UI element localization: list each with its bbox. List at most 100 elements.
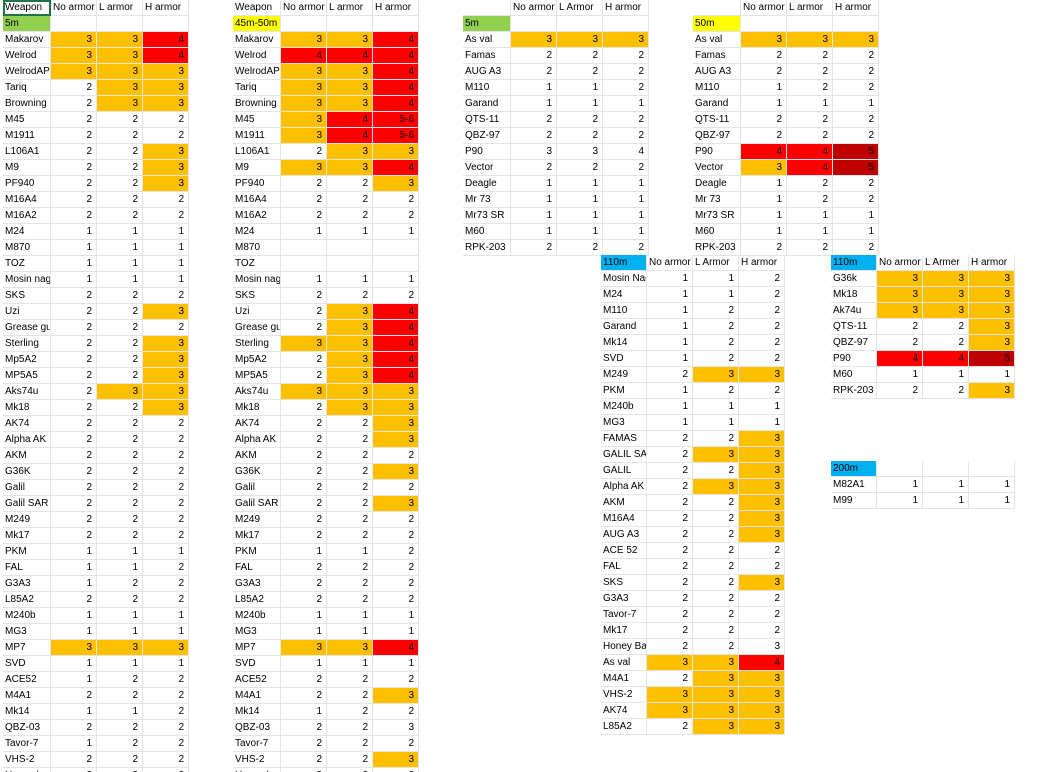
shots-to-kill-cell[interactable]: 3: [97, 32, 143, 48]
shots-to-kill-cell[interactable]: 2: [97, 480, 143, 496]
shots-to-kill-cell[interactable]: 1: [741, 80, 787, 96]
shots-to-kill-cell[interactable]: 1: [741, 208, 787, 224]
shots-to-kill-cell[interactable]: 1: [143, 224, 189, 240]
shots-to-kill-cell[interactable]: 2: [647, 431, 693, 447]
weapon-name-cell[interactable]: Vector: [693, 160, 741, 176]
shots-to-kill-cell[interactable]: 2: [647, 607, 693, 623]
shots-to-kill-cell[interactable]: 1: [833, 96, 879, 112]
shots-to-kill-cell[interactable]: 2: [143, 736, 189, 752]
shots-to-kill-cell[interactable]: 2: [693, 495, 739, 511]
header-cell[interactable]: H armor: [969, 255, 1015, 271]
shots-to-kill-cell[interactable]: 2: [511, 48, 557, 64]
shots-to-kill-cell[interactable]: 2: [51, 592, 97, 608]
shots-to-kill-cell[interactable]: 2: [143, 560, 189, 576]
shots-to-kill-cell[interactable]: 2: [373, 704, 419, 720]
shots-to-kill-cell[interactable]: 2: [97, 464, 143, 480]
weapon-name-cell[interactable]: PKM: [601, 383, 647, 399]
shots-to-kill-cell[interactable]: 4: [877, 351, 923, 367]
shots-to-kill-cell[interactable]: 1: [603, 208, 649, 224]
shots-to-kill-cell[interactable]: 2: [327, 704, 373, 720]
header-cell[interactable]: L Armer: [923, 255, 969, 271]
shots-to-kill-cell[interactable]: 3: [373, 752, 419, 768]
shots-to-kill-cell[interactable]: 2: [281, 448, 327, 464]
weapon-name-cell[interactable]: M82A1: [831, 477, 877, 493]
shots-to-kill-cell[interactable]: 2: [51, 416, 97, 432]
shots-to-kill-cell[interactable]: 2: [97, 160, 143, 176]
shots-to-kill-cell[interactable]: 2: [51, 512, 97, 528]
shots-to-kill-cell[interactable]: 1: [281, 608, 327, 624]
weapon-name-cell[interactable]: M60: [463, 224, 511, 240]
shots-to-kill-cell[interactable]: 3: [143, 160, 189, 176]
weapon-name-cell[interactable]: Mr73 SR: [463, 208, 511, 224]
shots-to-kill-cell[interactable]: 4: [373, 80, 419, 96]
weapon-name-cell[interactable]: SVD: [3, 656, 51, 672]
weapon-name-cell[interactable]: M16A2: [233, 208, 281, 224]
shots-to-kill-cell[interactable]: 4: [373, 48, 419, 64]
weapon-name-cell[interactable]: SKS: [3, 288, 51, 304]
header-cell[interactable]: No armor: [741, 0, 787, 16]
shots-to-kill-cell[interactable]: 1: [969, 477, 1015, 493]
header-cell[interactable]: [923, 461, 969, 477]
shots-to-kill-cell[interactable]: 3: [373, 464, 419, 480]
shots-to-kill-cell[interactable]: 5-6: [373, 112, 419, 128]
shots-to-kill-cell[interactable]: 4: [373, 640, 419, 656]
shots-to-kill-cell[interactable]: 2: [281, 192, 327, 208]
shots-to-kill-cell[interactable]: 2: [373, 512, 419, 528]
shots-to-kill-cell[interactable]: 2: [281, 528, 327, 544]
shots-to-kill-cell[interactable]: 3: [739, 447, 785, 463]
weapon-name-cell[interactable]: As val: [601, 655, 647, 671]
shots-to-kill-cell[interactable]: 3: [739, 719, 785, 735]
shots-to-kill-cell[interactable]: 2: [51, 448, 97, 464]
weapon-name-cell[interactable]: VHS-2: [3, 752, 51, 768]
shots-to-kill-cell[interactable]: 2: [511, 112, 557, 128]
empty-cell[interactable]: [603, 16, 649, 32]
shots-to-kill-cell[interactable]: 1: [693, 399, 739, 415]
shots-to-kill-cell[interactable]: 1: [647, 335, 693, 351]
shots-to-kill-cell[interactable]: 1: [969, 493, 1015, 509]
shots-to-kill-cell[interactable]: 2: [787, 64, 833, 80]
shots-to-kill-cell[interactable]: 3: [969, 335, 1015, 351]
shots-to-kill-cell[interactable]: 2: [693, 591, 739, 607]
shots-to-kill-cell[interactable]: 1: [741, 224, 787, 240]
shots-to-kill-cell[interactable]: 3: [877, 303, 923, 319]
weapon-name-cell[interactable]: Garand: [601, 319, 647, 335]
shots-to-kill-cell[interactable]: [327, 240, 373, 256]
weapon-name-cell[interactable]: MP7: [233, 640, 281, 656]
weapon-name-cell[interactable]: M24: [601, 287, 647, 303]
header-cell[interactable]: No armor: [877, 255, 923, 271]
shots-to-kill-cell[interactable]: 2: [327, 576, 373, 592]
shots-to-kill-cell[interactable]: 3: [143, 352, 189, 368]
weapon-name-cell[interactable]: Famas: [463, 48, 511, 64]
range-label[interactable]: 45m-50m: [233, 16, 281, 32]
shots-to-kill-cell[interactable]: 1: [97, 704, 143, 720]
shots-to-kill-cell[interactable]: 2: [373, 192, 419, 208]
shots-to-kill-cell[interactable]: 3: [97, 96, 143, 112]
shots-to-kill-cell[interactable]: 4: [373, 64, 419, 80]
shots-to-kill-cell[interactable]: 1: [97, 256, 143, 272]
shots-to-kill-cell[interactable]: 2: [647, 543, 693, 559]
shots-to-kill-cell[interactable]: 1: [739, 415, 785, 431]
shots-to-kill-cell[interactable]: [373, 256, 419, 272]
shots-to-kill-cell[interactable]: 2: [281, 512, 327, 528]
shots-to-kill-cell[interactable]: 5: [969, 351, 1015, 367]
shots-to-kill-cell[interactable]: 5-6: [373, 128, 419, 144]
shots-to-kill-cell[interactable]: 2: [97, 208, 143, 224]
weapon-name-cell[interactable]: Aks74u: [233, 384, 281, 400]
shots-to-kill-cell[interactable]: 2: [877, 319, 923, 335]
shots-to-kill-cell[interactable]: 2: [143, 432, 189, 448]
shots-to-kill-cell[interactable]: 2: [281, 416, 327, 432]
shots-to-kill-cell[interactable]: 2: [51, 400, 97, 416]
shots-to-kill-cell[interactable]: 2: [143, 528, 189, 544]
shots-to-kill-cell[interactable]: 1: [787, 224, 833, 240]
weapon-name-cell[interactable]: M60: [693, 224, 741, 240]
shots-to-kill-cell[interactable]: 2: [143, 688, 189, 704]
shots-to-kill-cell[interactable]: 2: [51, 160, 97, 176]
shots-to-kill-cell[interactable]: 3: [143, 336, 189, 352]
shots-to-kill-cell[interactable]: 2: [51, 192, 97, 208]
shots-to-kill-cell[interactable]: 2: [97, 112, 143, 128]
empty-cell[interactable]: [741, 16, 787, 32]
header-cell[interactable]: H armor: [833, 0, 879, 16]
shots-to-kill-cell[interactable]: 2: [327, 208, 373, 224]
shots-to-kill-cell[interactable]: 2: [741, 128, 787, 144]
shots-to-kill-cell[interactable]: 2: [373, 208, 419, 224]
